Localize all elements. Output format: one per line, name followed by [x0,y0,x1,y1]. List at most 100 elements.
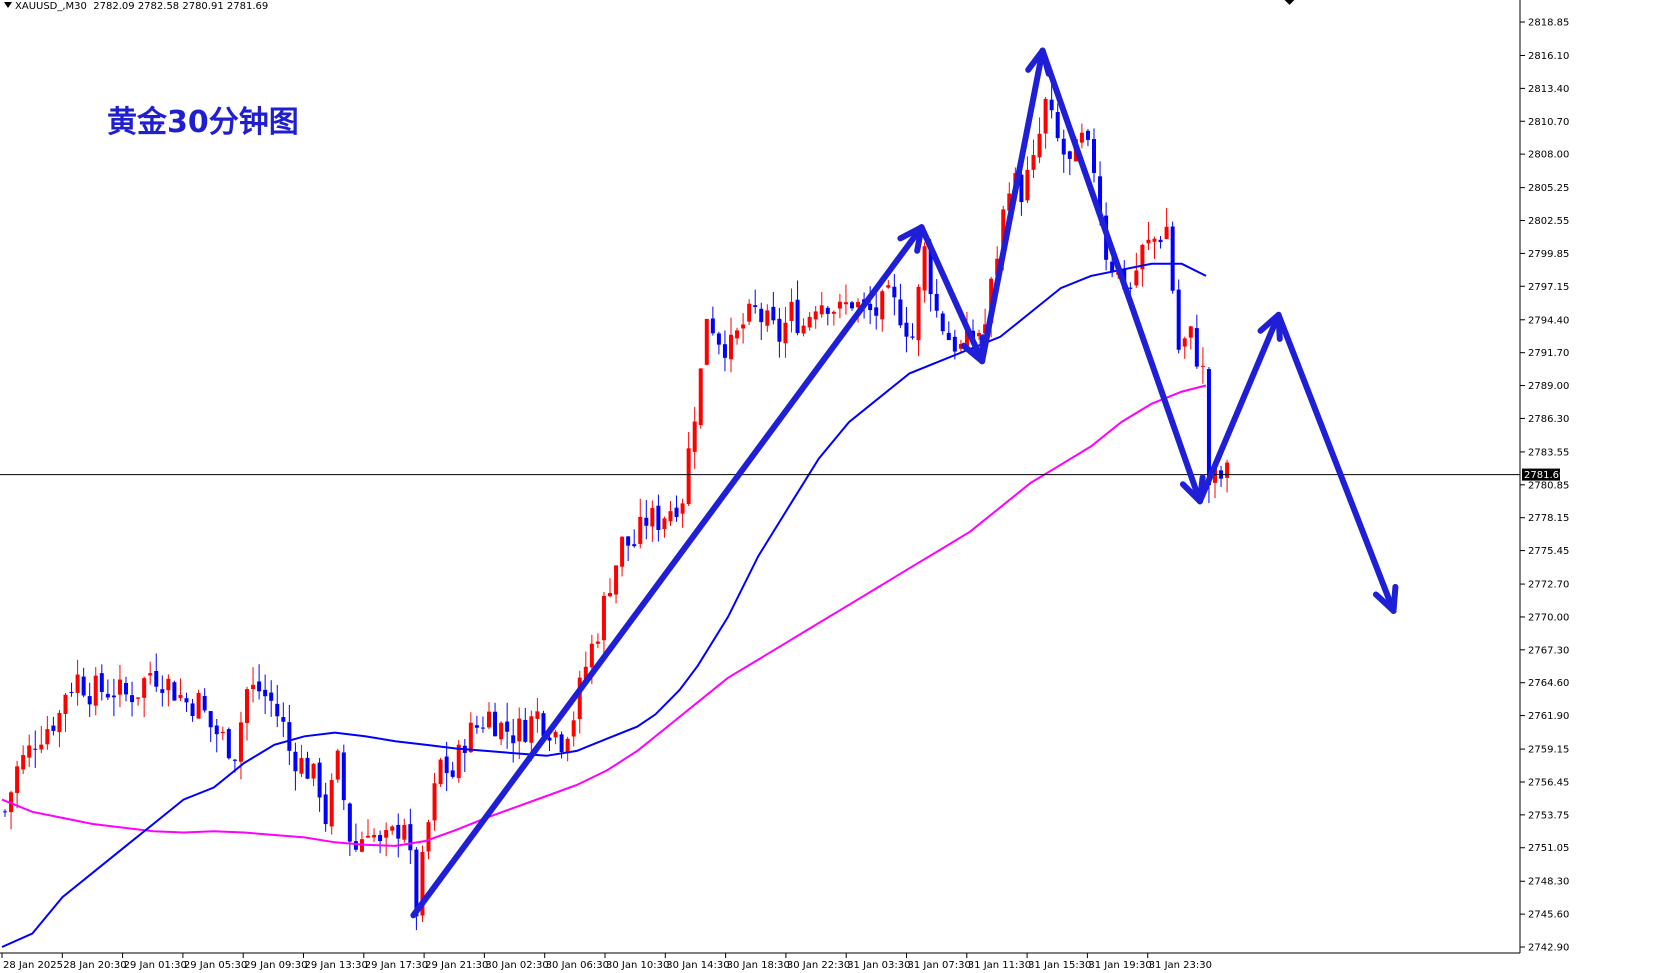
price-tick-label: 2753.75 [1528,810,1569,821]
candle-body [269,692,274,701]
candle-body [553,731,558,738]
candle-body [420,851,425,916]
candle-body [674,507,679,517]
candle-body [904,322,909,337]
time-tick-label: 29 Jan 13:30 [305,960,368,971]
candle-body [378,835,383,841]
price-tick-label: 2794.40 [1528,315,1569,326]
candle-body [87,696,92,705]
projection-arrowhead [1179,481,1203,505]
candle-body [353,841,358,850]
candle-body [1170,226,1175,291]
time-tick-label: 31 Jan 11:30 [968,960,1031,971]
candle-body [638,516,643,544]
candle-body [117,679,122,695]
candle-body [1079,132,1084,143]
moving-average-slow-line [1,384,1207,847]
candle-body [39,744,44,750]
price-tick-label: 2775.45 [1528,546,1569,557]
candle-body [632,544,637,547]
candle-body [831,311,836,314]
price-tick-label: 2816.10 [1528,51,1569,62]
candle-body [940,313,945,332]
candle-body [1140,244,1145,270]
time-tick-label: 30 Jan 22:30 [787,960,850,971]
candle-body [771,306,776,321]
moving-average-fast-line [1,262,1207,948]
price-tick-label: 2772.70 [1528,580,1569,591]
time-tick-label: 30 Jan 10:30 [606,960,669,971]
price-tick-label: 2789.00 [1528,381,1569,392]
candle-body [1188,326,1193,338]
candle-body [245,689,249,723]
candle-body [1206,369,1211,486]
symbol-header: XAUUSD_,M30 2782.09 2782.58 2780.91 2781… [4,1,268,12]
candle-body [390,826,395,831]
price-tick-label: 2783.55 [1528,447,1569,458]
candle-body [487,711,491,728]
candle-body [759,308,764,323]
candle-body [220,731,225,734]
candle-body [1158,239,1163,243]
candle-body [160,689,165,693]
candle-body [595,641,600,644]
candle-body [293,751,298,772]
current-price-label: 2781.69 [1524,470,1565,481]
candle-body [287,722,292,751]
candle-body [1128,287,1133,289]
candle-body [650,507,655,527]
price-tick-label: 2791.70 [1528,348,1569,359]
price-tick-label: 2759.15 [1528,745,1569,756]
candle-body [93,675,98,706]
candle-body [214,725,219,735]
candle-body [1001,209,1006,256]
candle-body [1019,174,1024,203]
candle-body [402,824,407,840]
candle-body [777,318,782,342]
time-tick-label: 31 Jan 07:30 [908,960,971,971]
candle-body [1200,365,1205,367]
projection-arrow-line [1039,47,1203,505]
candle-body [747,303,752,322]
candle-body [178,694,183,699]
candle-body [892,286,897,298]
candle-body [571,720,576,737]
candle-body [474,725,479,728]
projection-arrowhead [960,342,986,365]
candle-body [323,794,328,825]
candle-body [1043,98,1048,134]
candle-body [51,725,56,731]
candle-body [81,676,86,696]
projection-arrow-line [1275,311,1397,614]
price-tick-label: 2778.15 [1528,513,1569,524]
candle-body [335,750,340,780]
candle-body [166,678,171,691]
candle-body [801,325,806,334]
candle-body [620,536,625,567]
candle-body [1061,138,1066,155]
candle-body [1110,261,1115,273]
candle-body [813,311,818,320]
projection-arrowhead [1390,583,1399,614]
candle-body [142,678,147,698]
candle-body [1007,193,1012,211]
candle-body [1067,151,1072,159]
candle-body [1025,169,1030,201]
ohlc-values: 2782.09 2782.58 2780.91 2781.69 [93,1,269,12]
candle-body [238,722,243,762]
candle-body [456,744,461,778]
projection-arrowhead [897,224,925,242]
candle-body [1134,270,1139,286]
time-tick-label: 29 Jan 09:30 [244,960,307,971]
price-tick-label: 2799.85 [1528,249,1569,260]
candle-body [99,673,104,692]
candle-body [946,332,951,341]
candle-body [57,712,62,733]
projection-arrow-line [1196,311,1282,505]
time-tick-label: 30 Jan 06:30 [546,960,609,971]
candle-body [414,849,419,917]
candle-body [922,246,927,291]
candle-body [868,303,873,311]
